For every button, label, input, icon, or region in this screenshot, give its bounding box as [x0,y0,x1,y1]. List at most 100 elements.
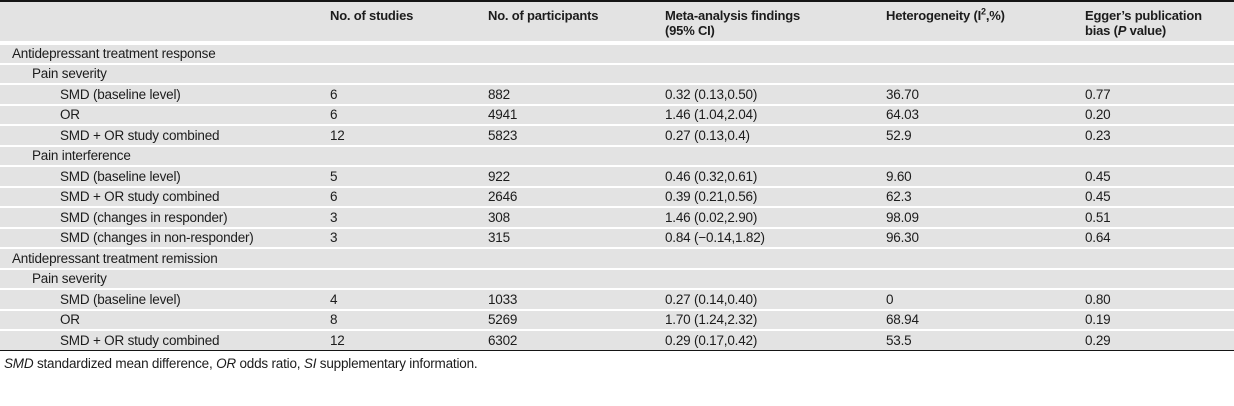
meta-analysis-findings-cell: 0.29 (0.17,0.42) [665,333,758,348]
row-label: SMD (baseline level) [60,291,181,307]
table-row: Pain severity [0,63,1234,85]
no-of-studies-cell: 6 [330,107,338,123]
eggers-bias-cell: 0.45 [1085,189,1111,205]
meta-analysis-findings-cell: 1.46 (0.02,2.90) [665,209,758,225]
no-of-studies-cell: 12 [330,127,345,143]
heterogeneity-cell: 64.03 [886,107,919,123]
no-of-participants-cell [488,248,665,269]
no-of-studies-cell: 3 [330,230,338,246]
no-of-participants-cell: 882 [488,86,510,102]
header-row: No. of studies No. of participants Meta-an… [0,1,1234,45]
no-of-participants-cell: 5823 [488,127,518,143]
meta-analysis-findings-cell: 0.39 (0.21,0.56) [665,189,758,205]
table-row: SMD (baseline level) 6 882 0.32 (0.13,0.50)… [0,84,1234,105]
table-row: SMD + OR study combined 12 5823 0.27 (0.13,… [0,125,1234,146]
table-row: SMD + OR study combined 12 6302 0.29 (0.17,… [0,330,1234,351]
heterogeneity-cell: 9.60 [886,168,912,184]
no-of-studies-cell: 3 [330,209,338,225]
meta-analysis-findings-cell: 0.46 (0.32,0.61) [665,168,758,184]
no-of-studies-column: No. of studies [330,1,488,45]
no-of-studies-cell: 12 [330,333,345,348]
no-of-participants-cell [488,43,665,64]
meta-analysis-findings-cell [665,43,886,64]
no-of-studies-cell [330,146,488,167]
row-label: SMD (changes in non-responder) [60,230,254,246]
no-of-participants-cell: 315 [488,230,510,246]
no-of-studies-cell: 5 [330,168,338,184]
meta-analysis-findings-cell [665,248,886,269]
eggers-bias-cell [1085,64,1234,85]
table-row: SMD (baseline level) 4 1033 0.27 (0.14,0.40… [0,289,1234,310]
meta-analysis-findings-cell: 1.46 (1.04,2.04) [665,107,758,123]
eggers-publication-bias-column: Egger’s publication bias (P value) [1085,1,1234,45]
table-row: SMD + OR study combined 6 2646 0.39 (0.21,0… [0,186,1234,207]
eggers-bias-cell: 0.51 [1085,209,1111,225]
meta-analysis-findings-cell: 0.27 (0.13,0.4) [665,127,750,143]
no-of-studies-cell [330,64,488,85]
no-of-studies-cell: 8 [330,312,338,328]
meta-analysis-findings-cell [665,146,886,167]
eggers-bias-cell: 0.77 [1085,86,1111,102]
row-label: SMD (baseline level) [60,168,181,184]
row-label: Pain severity [32,66,107,82]
table-row: Pain severity [0,268,1234,290]
eggers-bias-cell: 0.29 [1085,333,1111,348]
row-label: SMD + OR study combined [60,333,220,348]
table-row: OR 6 4941 1.46 (1.04,2.04) 64.03 0.20 [0,104,1234,125]
eggers-bias-cell [1085,43,1234,64]
row-label: OR [60,312,80,328]
table-row: OR 8 5269 1.70 (1.24,2.32) 68.94 0.19 [0,309,1234,330]
table-row: Antidepressant treatment response [0,43,1234,64]
heterogeneity-cell: 98.09 [886,209,919,225]
row-label: Antidepressant treatment remission [12,250,218,266]
meta-analysis-findings-column: Meta-analysis findings (95% CI) [665,1,886,45]
row-label: SMD (changes in responder) [60,209,228,225]
table-row: Pain interference [0,145,1234,167]
meta-analysis-findings-cell: 0.32 (0.13,0.50) [665,86,758,102]
eggers-bias-cell [1085,146,1234,167]
no-of-participants-cell: 922 [488,168,510,184]
no-of-participants-cell: 4941 [488,107,518,123]
row-label: SMD + OR study combined [60,189,220,205]
meta-analysis-findings-cell: 1.70 (1.24,2.32) [665,312,758,328]
table-body: Antidepressant treatment response Pain se… [0,43,1234,351]
row-label: OR [60,107,80,123]
heterogeneity-column: Heterogeneity (I2,%) [886,1,1085,45]
heterogeneity-cell [886,146,1085,167]
no-of-participants-column: No. of participants [488,1,665,45]
table-row: SMD (baseline level) 5 922 0.46 (0.32,0.61)… [0,166,1234,187]
meta-analysis-table: No. of studies No. of participants Meta-an… [0,0,1234,351]
no-of-participants-cell: 5269 [488,312,518,328]
eggers-bias-cell: 0.20 [1085,107,1111,123]
meta-analysis-findings-cell [665,269,886,290]
heterogeneity-cell: 53.5 [886,333,912,348]
table-row: Antidepressant treatment remission [0,248,1234,269]
meta-analysis-findings-cell: 0.27 (0.14,0.40) [665,291,758,307]
meta-analysis-findings-cell [665,64,886,85]
row-label: SMD (baseline level) [60,86,181,102]
heterogeneity-cell: 52.9 [886,127,912,143]
no-of-participants-cell: 6302 [488,333,518,348]
eggers-bias-cell: 0.45 [1085,168,1111,184]
table-row: SMD (changes in responder) 3 308 1.46 (0.02… [0,207,1234,228]
no-of-participants-cell [488,269,665,290]
no-of-participants-cell: 308 [488,209,510,225]
eggers-bias-cell: 0.23 [1085,127,1111,143]
heterogeneity-cell [886,248,1085,269]
row-label: SMD + OR study combined [60,127,220,143]
eggers-bias-cell: 0.19 [1085,312,1111,328]
eggers-bias-cell [1085,248,1234,269]
footnote: SMD standardized mean difference, OR odd… [4,356,478,371]
heterogeneity-cell: 68.94 [886,312,919,328]
no-of-studies-cell [330,269,488,290]
row-label-column [0,1,330,45]
eggers-bias-cell: 0.80 [1085,291,1111,307]
heterogeneity-cell: 36.70 [886,86,919,102]
row-label: Pain interference [32,148,131,164]
no-of-studies-cell: 6 [330,189,338,205]
eggers-bias-cell [1085,269,1234,290]
no-of-studies-cell [330,248,488,269]
meta-analysis-findings-cell: 0.84 (−0.14,1.82) [665,230,765,246]
no-of-participants-cell [488,146,665,167]
